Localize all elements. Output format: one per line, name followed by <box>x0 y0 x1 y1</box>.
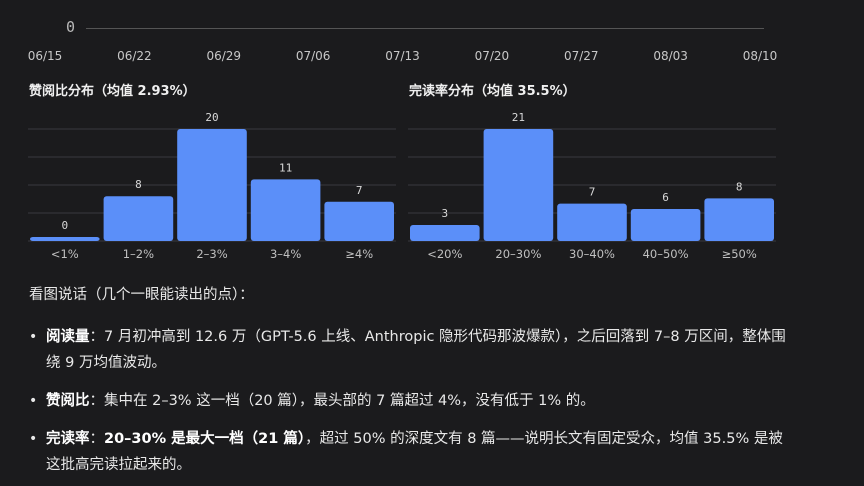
chart-title-completion-rate: 完读率分布（均值 35.5%） <box>409 84 576 99</box>
note-item-views: • 阅读量：7 月初冲高到 12.6 万（GPT-5.6 上线、Anthropi… <box>29 324 789 376</box>
note-label: 赞阅比 <box>46 393 90 409</box>
bar <box>324 201 394 241</box>
bar <box>704 198 774 241</box>
bar <box>103 196 174 241</box>
data-label: 3 <box>441 207 448 220</box>
category-tick-label: 2–3% <box>196 247 227 261</box>
category-tick-label: 30–40% <box>569 247 615 261</box>
note-text: 7 月初冲高到 12.6 万（GPT-5.6 上线、Anthropic 隐形代码… <box>46 329 786 371</box>
data-label: 6 <box>662 191 669 204</box>
note-label: 阅读量 <box>46 329 90 345</box>
data-label: 21 <box>512 111 525 124</box>
date-tick-label: 06/15 <box>27 49 63 63</box>
note-item-like-ratio: • 赞阅比：集中在 2–3% 这一档（20 篇），最头部的 7 篇超过 4%，没… <box>29 388 789 414</box>
data-label: 7 <box>589 186 596 199</box>
like-ratio-chart: 0 <1% 8 1–2% 20 2–3% 11 3–4% 7 ≥4% <box>28 108 396 268</box>
note-highlight: 20–30% 是最大一档（21 篇） <box>104 431 306 447</box>
bar-chart-svg: 0 <1% 8 1–2% 20 2–3% 11 3–4% 7 ≥4% <box>28 111 396 261</box>
date-tick-label: 07/13 <box>385 49 420 63</box>
note-label: 完读率 <box>46 431 90 447</box>
y-zero-label: 0 <box>66 18 76 36</box>
bar <box>557 203 627 241</box>
bullet-dot: • <box>29 393 38 409</box>
zero-baseline <box>86 28 764 29</box>
bar <box>30 237 100 241</box>
bar <box>410 225 480 241</box>
category-tick-label: <1% <box>51 247 79 261</box>
date-tick-label: 07/06 <box>295 49 331 63</box>
bullet-dot: • <box>29 329 38 345</box>
note-separator: ： <box>89 329 105 345</box>
timeline-axis: 0 06/15 06/22 06/29 07/06 07/13 07/20 07/27 08/… <box>0 0 864 70</box>
date-tick-label: 07/27 <box>563 49 599 63</box>
note-item-completion-rate: • 完读率：20–30% 是最大一档（21 篇），超过 50% 的深度文有 8 … <box>29 426 789 478</box>
date-tick-label: 08/10 <box>742 49 778 63</box>
note-separator: ： <box>89 393 105 409</box>
bar <box>177 129 247 241</box>
category-tick-label: 20–30% <box>495 247 541 261</box>
bar <box>250 179 321 241</box>
notes-intro: 看图说话（几个一眼能读出的点）： <box>29 287 254 303</box>
bullet-dot: • <box>29 431 38 447</box>
data-label: 0 <box>61 219 68 232</box>
data-label: 20 <box>205 111 218 124</box>
date-tick-label: 06/29 <box>206 49 242 63</box>
category-tick-label: ≥4% <box>345 247 373 261</box>
note-text: 集中在 2–3% 这一档（20 篇），最头部的 7 篇超过 4%，没有低于 1%… <box>104 393 595 409</box>
date-tick-label: 07/20 <box>474 49 510 63</box>
bar <box>483 129 554 241</box>
chart-title-like-ratio: 赞阅比分布（均值 2.93%） <box>29 84 196 99</box>
category-tick-label: 3–4% <box>270 247 301 261</box>
data-label: 8 <box>736 180 743 193</box>
bar <box>630 209 701 241</box>
note-separator: ： <box>89 431 105 447</box>
category-tick-label: 1–2% <box>123 247 154 261</box>
category-tick-label: <20% <box>427 247 462 261</box>
date-tick-label: 08/03 <box>653 49 688 63</box>
date-tick-label: 06/22 <box>117 49 152 63</box>
bar-chart-svg: 3 <20% 21 20–30% 7 30–40% 6 40–50% 8 ≥50% <box>408 111 776 261</box>
analysis-notes: 看图说话（几个一眼能读出的点）： • 阅读量：7 月初冲高到 12.6 万（GP… <box>29 282 789 486</box>
completion-rate-chart: 3 <20% 21 20–30% 7 30–40% 6 40–50% 8 ≥50% <box>408 108 776 268</box>
note-text: ，超过 50% 的深度文有 8 篇——说明长文有固定受众，均值 35.5% 是被… <box>46 431 783 473</box>
category-tick-label: ≥50% <box>722 247 757 261</box>
data-label: 11 <box>279 161 292 174</box>
category-tick-label: 40–50% <box>643 247 689 261</box>
data-label: 7 <box>356 184 363 197</box>
data-label: 8 <box>135 178 142 191</box>
